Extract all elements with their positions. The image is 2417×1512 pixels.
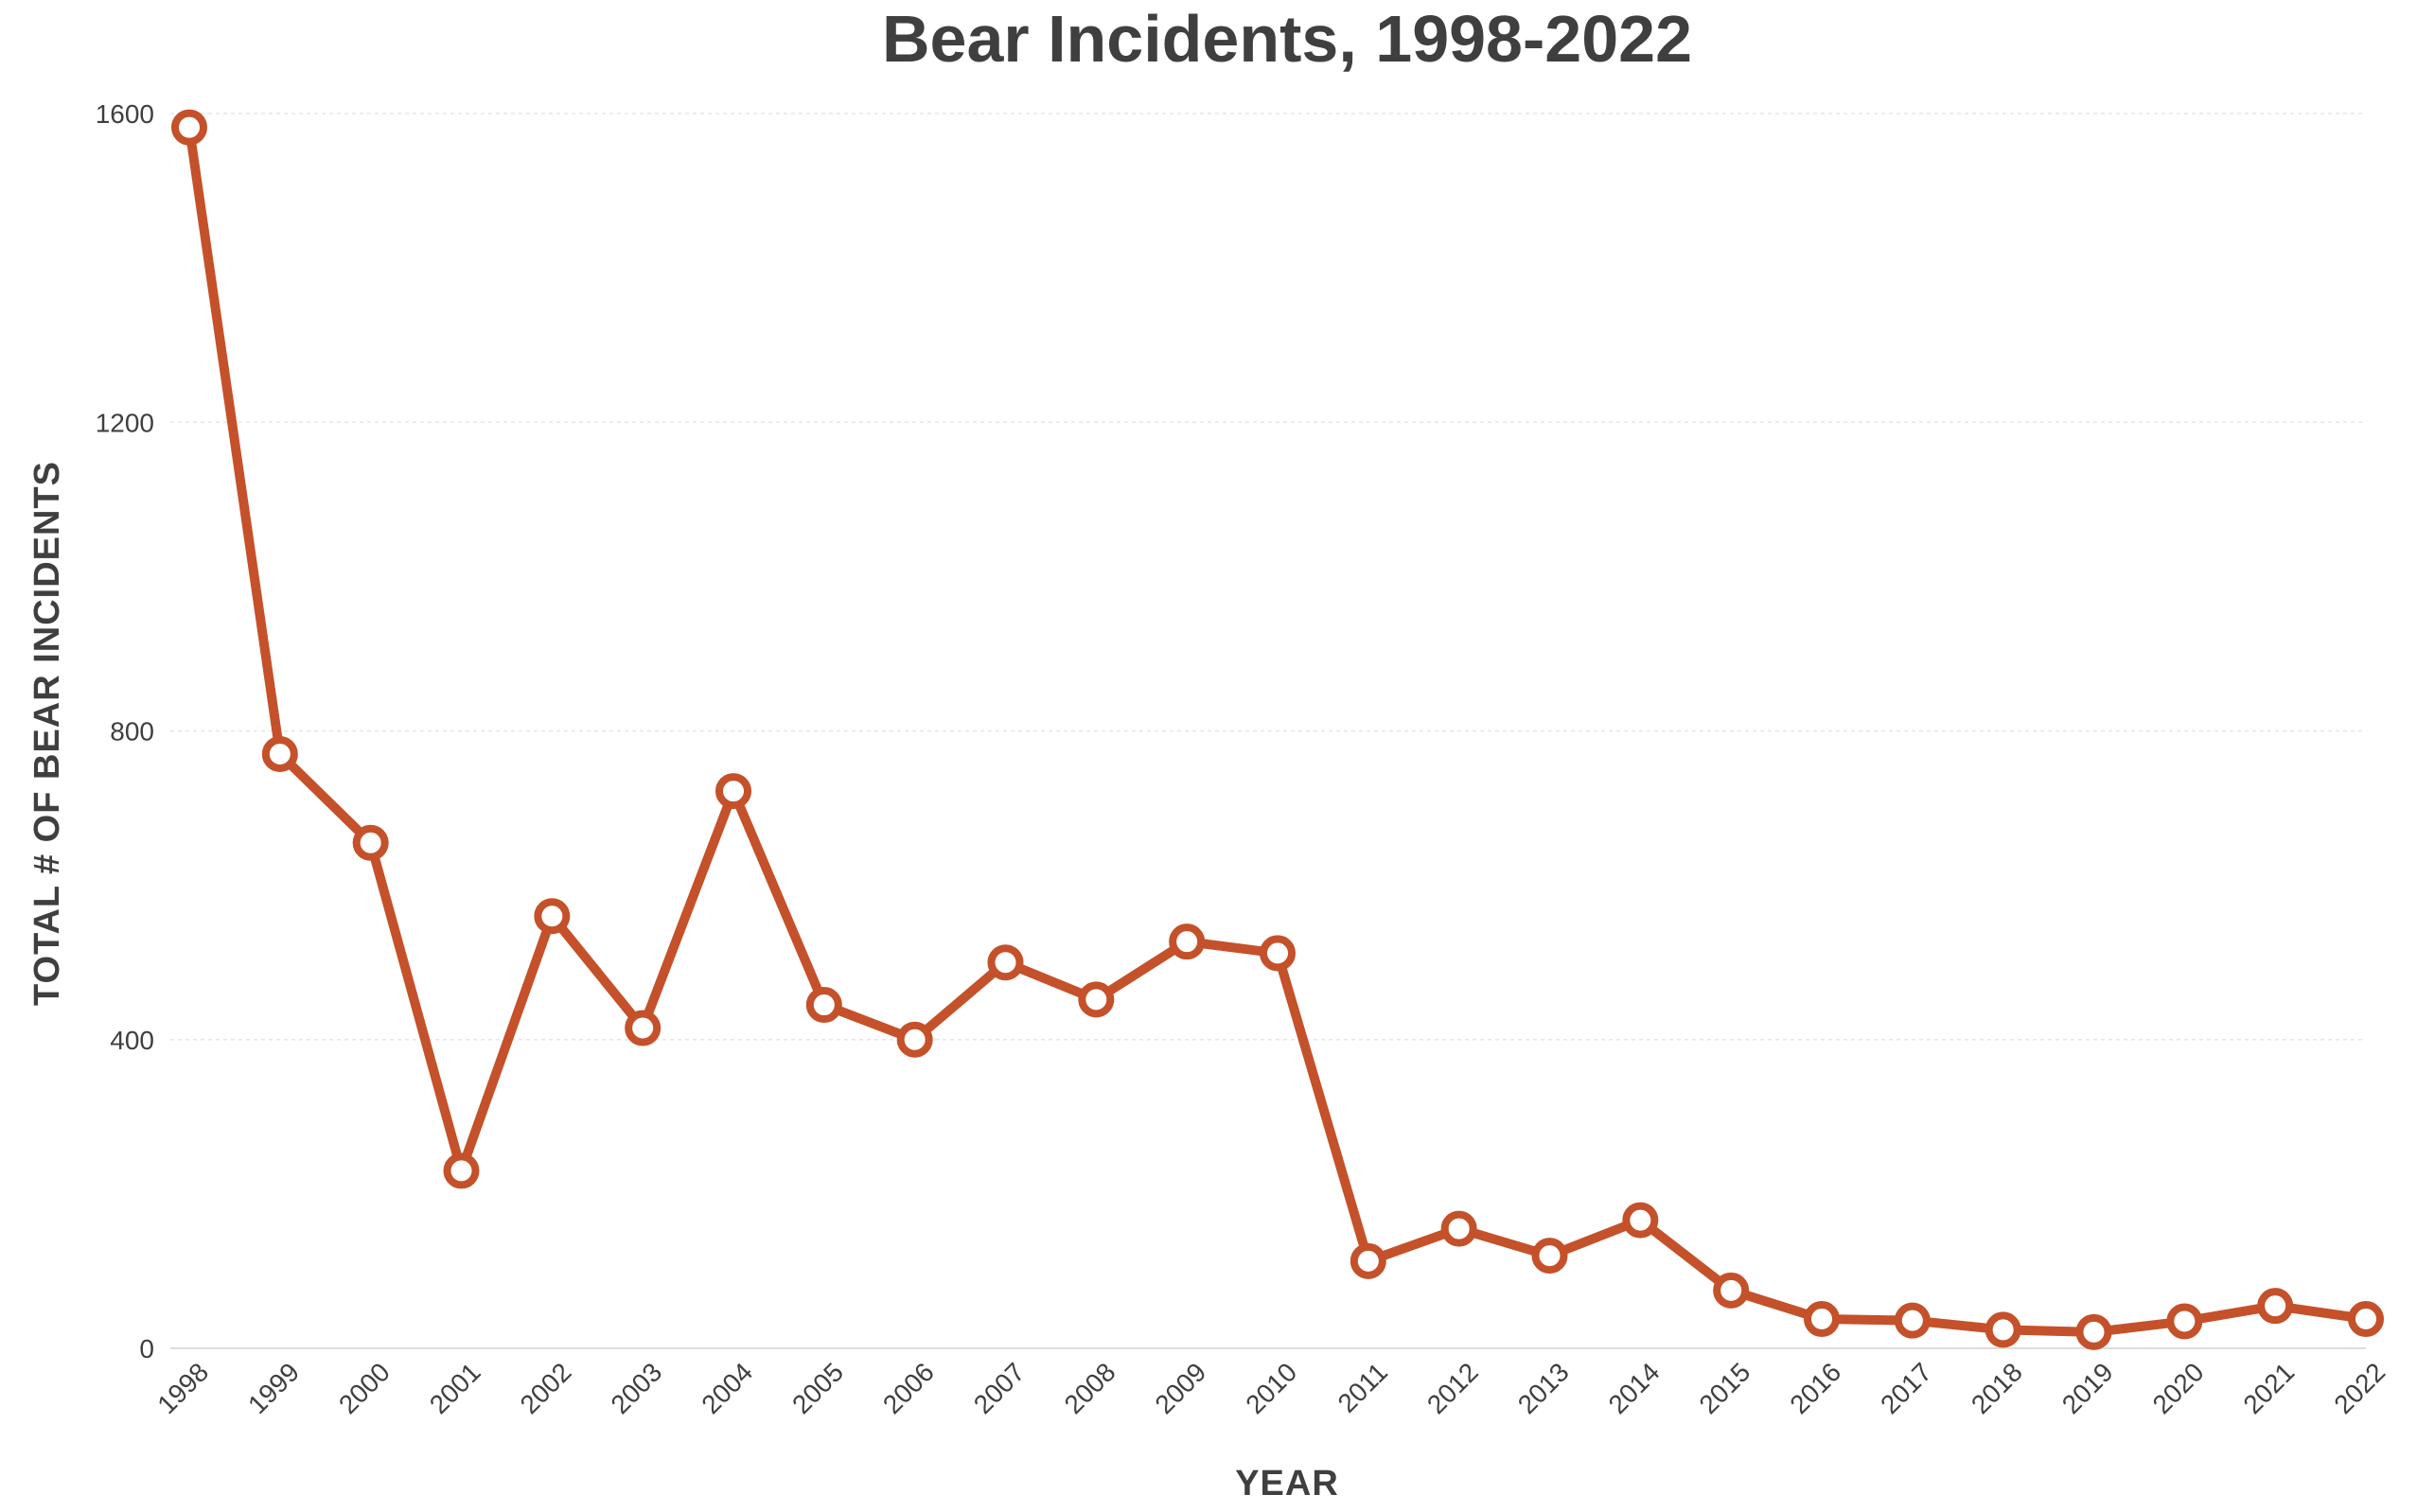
- data-point-2004[interactable]: [715, 773, 751, 810]
- x-tick-label: 2003: [605, 1357, 667, 1419]
- data-point-2021[interactable]: [2257, 1288, 2294, 1325]
- data-point-2019[interactable]: [2075, 1313, 2112, 1350]
- data-point-2001[interactable]: [443, 1152, 480, 1189]
- x-tick-label: 2020: [2147, 1357, 2210, 1419]
- data-point-2008[interactable]: [1078, 981, 1115, 1018]
- x-tick-label: 2019: [2056, 1357, 2119, 1419]
- gridlines: [170, 113, 2366, 1349]
- x-tick-label: 2021: [2237, 1357, 2300, 1419]
- x-tick-label: 2001: [424, 1357, 486, 1419]
- x-tick-label: 2002: [515, 1357, 577, 1419]
- y-tick-label: 1200: [96, 408, 154, 437]
- x-tick-label: 2004: [696, 1357, 758, 1419]
- data-point-2022[interactable]: [2348, 1301, 2384, 1338]
- x-tick-label: 2013: [1512, 1357, 1575, 1419]
- data-point-2018[interactable]: [1985, 1311, 2021, 1348]
- data-point-2000[interactable]: [352, 824, 389, 861]
- x-tick-label: 1999: [242, 1357, 305, 1419]
- x-tick-label: 2011: [1332, 1357, 1394, 1418]
- data-point-2016[interactable]: [1804, 1301, 1840, 1338]
- data-point-2003[interactable]: [625, 1010, 662, 1046]
- x-tick-label: 2018: [1966, 1357, 2028, 1419]
- x-tick-label: 2009: [1149, 1357, 1211, 1419]
- data-series: [171, 109, 2384, 1350]
- data-point-2015[interactable]: [1713, 1272, 1750, 1309]
- data-point-2009[interactable]: [1169, 923, 1206, 960]
- x-tick-label: 2022: [2328, 1357, 2391, 1419]
- data-point-1998[interactable]: [171, 109, 207, 146]
- y-axis-label: TOTAL # OF BEAR INCIDENTS: [27, 461, 67, 1006]
- x-tick-label: 2014: [1603, 1357, 1666, 1419]
- chart-title: Bear Incidents, 1998-2022: [882, 2, 1692, 76]
- x-tick-label: 2010: [1240, 1357, 1302, 1419]
- data-point-2007[interactable]: [987, 944, 1024, 981]
- y-tick-label: 400: [110, 1026, 154, 1055]
- y-tick-label: 800: [110, 717, 154, 747]
- x-tick-label: 2005: [786, 1357, 849, 1419]
- data-point-2017[interactable]: [1894, 1302, 1931, 1339]
- data-point-2002[interactable]: [534, 898, 571, 935]
- data-point-1999[interactable]: [261, 735, 298, 772]
- data-point-2020[interactable]: [2166, 1303, 2203, 1340]
- data-point-2011[interactable]: [1350, 1242, 1386, 1279]
- x-axis-label: YEAR: [1235, 1464, 1339, 1503]
- x-axis-ticks: 1998 1999 2000 2001 2002 2003 2004 2005 2006 2007…: [151, 1357, 2391, 1419]
- series-line: [185, 122, 2371, 1337]
- data-point-2010[interactable]: [1260, 935, 1296, 972]
- data-point-2014[interactable]: [1622, 1202, 1659, 1239]
- data-point-2006[interactable]: [896, 1021, 933, 1058]
- x-tick-label: 2015: [1693, 1357, 1755, 1419]
- data-point-2013[interactable]: [1531, 1238, 1568, 1275]
- x-tick-label: 2000: [333, 1357, 396, 1419]
- data-point-2012[interactable]: [1440, 1210, 1477, 1247]
- x-tick-label: 1998: [151, 1357, 214, 1419]
- x-tick-label: 2012: [1421, 1357, 1484, 1419]
- y-axis-ticks: 0 400 800 1200 1600: [96, 99, 154, 1363]
- y-tick-label: 0: [139, 1334, 154, 1363]
- data-point-2005[interactable]: [805, 987, 842, 1024]
- x-tick-label: 2008: [1059, 1357, 1121, 1419]
- y-tick-label: 1600: [96, 99, 154, 129]
- x-tick-label: 2006: [877, 1357, 940, 1419]
- x-tick-label: 2017: [1875, 1357, 1937, 1419]
- x-tick-label: 2016: [1784, 1357, 1846, 1419]
- x-tick-label: 2007: [968, 1357, 1031, 1419]
